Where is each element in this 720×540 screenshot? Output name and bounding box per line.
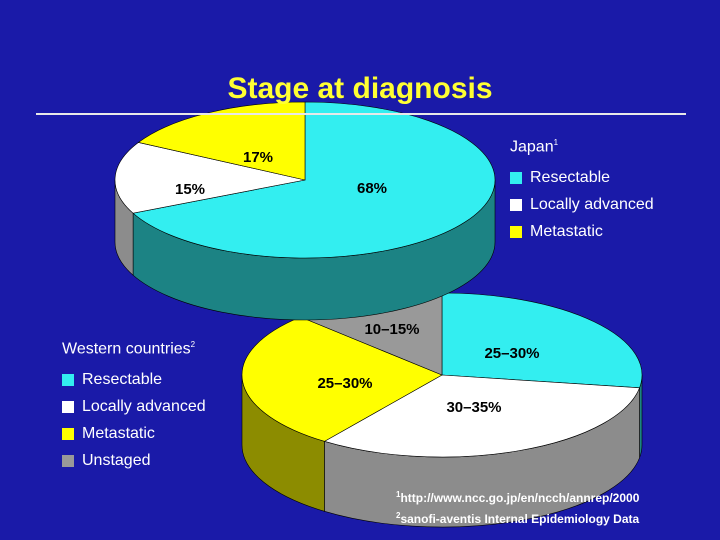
legend-label: Resectable <box>82 370 163 388</box>
legend-japan-heading: Japan1 <box>510 138 654 156</box>
legend-swatch-locally-advanced <box>62 400 74 413</box>
footnote-2: 2sanofi-aventis Internal Epidemiology Da… <box>396 507 639 528</box>
page-title: Stage at diagnosis <box>227 72 493 105</box>
legend-japan-title: Japan <box>510 138 554 156</box>
legend-western-title: Western countries <box>62 340 191 358</box>
legend-swatch-locally-advanced <box>510 198 522 211</box>
legend-item-metastatic: Metastatic <box>62 420 206 447</box>
footnote-mark: 2 <box>396 511 401 520</box>
legend-item-locally-advanced: Locally advanced <box>62 393 206 420</box>
legend-japan-footnote-mark: 1 <box>553 138 559 147</box>
footnote-text: http://www.ncc.go.jp/en/ncch/annrep/2000 <box>400 491 640 505</box>
legend-swatch-metastatic <box>62 427 74 440</box>
footnote-1: 1http://www.ncc.go.jp/en/ncch/annrep/200… <box>396 486 639 507</box>
legend-label: Metastatic <box>530 222 603 240</box>
data-label-resectable: 25–30% <box>484 345 539 362</box>
legend-item-resectable: Resectable <box>62 366 206 393</box>
legend-japan: Japan1 Resectable Locally advanced Metas… <box>510 138 654 245</box>
data-label-locally-advanced: 30–35% <box>446 399 501 416</box>
legend-swatch-resectable <box>62 373 74 386</box>
data-label-unstaged: 10–15% <box>364 321 419 338</box>
footnotes: 1http://www.ncc.go.jp/en/ncch/annrep/200… <box>396 486 639 528</box>
legend-swatch-metastatic <box>510 225 522 238</box>
pie-slice-resectable <box>441 292 643 389</box>
pie-japan: 68% 15% 17% <box>114 101 496 321</box>
data-label-locally-advanced: 15% <box>175 181 205 198</box>
pie-slice-metastatic <box>137 101 306 181</box>
legend-label: Locally advanced <box>82 397 206 415</box>
pie-slice-resectable <box>132 101 496 259</box>
data-label-metastatic: 25–30% <box>317 375 372 392</box>
legend-item-resectable: Resectable <box>510 164 654 191</box>
pie-slice-locally-advanced <box>323 374 640 458</box>
legend-label: Locally advanced <box>530 195 654 213</box>
footnote-mark: 1 <box>396 490 401 499</box>
pie-slice-metastatic <box>241 316 443 442</box>
title-divider <box>36 113 686 115</box>
legend-item-unstaged: Unstaged <box>62 447 206 474</box>
pie-slice-locally-advanced <box>114 142 306 214</box>
footnote-text: sanofi-aventis Internal Epidemiology Dat… <box>400 512 640 526</box>
legend-western-footnote-mark: 2 <box>190 340 196 349</box>
legend-label: Metastatic <box>82 424 155 442</box>
legend-item-metastatic: Metastatic <box>510 218 654 245</box>
legend-label: Resectable <box>530 168 611 186</box>
legend-western-heading: Western countries2 <box>62 340 206 358</box>
legend-western: Western countries2 Resectable Locally ad… <box>62 340 206 474</box>
data-label-resectable: 68% <box>357 180 387 197</box>
pie-depth <box>241 374 643 528</box>
data-label-metastatic: 17% <box>243 149 273 166</box>
legend-swatch-resectable <box>510 171 522 184</box>
legend-item-locally-advanced: Locally advanced <box>510 191 654 218</box>
legend-swatch-unstaged <box>62 454 74 467</box>
legend-label: Unstaged <box>82 451 151 469</box>
